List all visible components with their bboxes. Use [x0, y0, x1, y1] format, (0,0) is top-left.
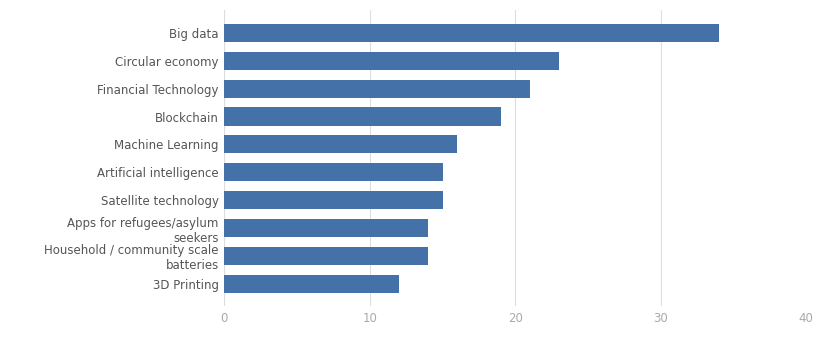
- Bar: [224, 80, 530, 98]
- Bar: [224, 108, 500, 126]
- Bar: [224, 275, 399, 293]
- Bar: [224, 163, 442, 181]
- Bar: [224, 52, 558, 70]
- Bar: [224, 135, 457, 153]
- Bar: [224, 24, 719, 42]
- Bar: [224, 191, 442, 209]
- Bar: [224, 219, 428, 237]
- Bar: [224, 247, 428, 265]
